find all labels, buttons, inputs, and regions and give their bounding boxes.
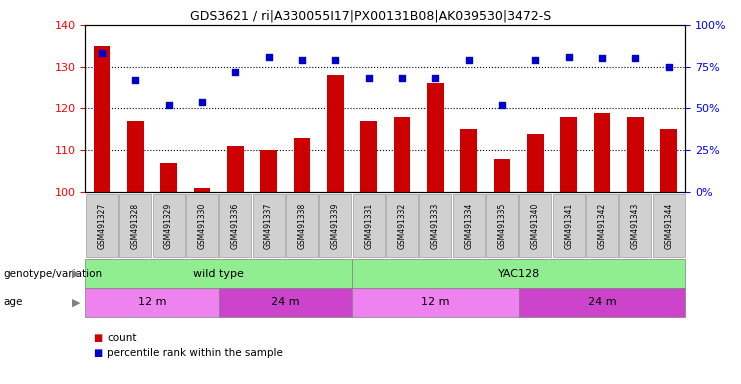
Text: ▶: ▶ bbox=[72, 268, 81, 279]
Point bbox=[663, 64, 675, 70]
Text: 12 m: 12 m bbox=[421, 297, 450, 308]
Bar bbox=[594, 113, 611, 192]
Point bbox=[529, 57, 541, 63]
Point bbox=[96, 50, 108, 56]
Text: ■: ■ bbox=[93, 348, 102, 358]
Text: GSM491333: GSM491333 bbox=[431, 202, 440, 249]
Text: GSM491342: GSM491342 bbox=[597, 202, 607, 249]
Bar bbox=[660, 129, 677, 192]
Point bbox=[130, 77, 142, 83]
Text: wild type: wild type bbox=[193, 268, 244, 279]
Point bbox=[496, 102, 508, 108]
Bar bbox=[293, 138, 310, 192]
Text: GSM491341: GSM491341 bbox=[564, 202, 574, 249]
Bar bbox=[327, 75, 344, 192]
Text: count: count bbox=[107, 333, 137, 343]
Text: GSM491344: GSM491344 bbox=[664, 202, 674, 249]
Text: GSM491343: GSM491343 bbox=[631, 202, 640, 249]
Text: genotype/variation: genotype/variation bbox=[4, 268, 103, 279]
Bar bbox=[193, 188, 210, 192]
Point bbox=[229, 69, 241, 75]
Text: GSM491327: GSM491327 bbox=[97, 202, 107, 249]
Bar bbox=[93, 46, 110, 192]
Bar bbox=[627, 117, 644, 192]
Text: GSM491336: GSM491336 bbox=[230, 202, 240, 249]
Bar bbox=[460, 129, 477, 192]
Bar bbox=[494, 159, 511, 192]
Text: 24 m: 24 m bbox=[588, 297, 617, 308]
Text: GSM491337: GSM491337 bbox=[264, 202, 273, 249]
Point bbox=[563, 54, 575, 60]
Point bbox=[162, 102, 175, 108]
Bar bbox=[227, 146, 244, 192]
Text: GSM491338: GSM491338 bbox=[297, 202, 307, 249]
Text: GSM491330: GSM491330 bbox=[197, 202, 207, 249]
Text: 24 m: 24 m bbox=[271, 297, 299, 308]
Point bbox=[296, 57, 308, 63]
Point bbox=[362, 75, 374, 81]
Point bbox=[329, 57, 341, 63]
Point bbox=[630, 55, 642, 61]
Bar bbox=[260, 150, 277, 192]
Bar bbox=[393, 117, 411, 192]
Text: GSM491334: GSM491334 bbox=[464, 202, 473, 249]
Point bbox=[429, 75, 441, 81]
Text: age: age bbox=[4, 297, 23, 308]
Point bbox=[262, 54, 274, 60]
Point bbox=[196, 99, 207, 105]
Bar bbox=[127, 121, 144, 192]
Bar bbox=[427, 83, 444, 192]
Text: GSM491328: GSM491328 bbox=[130, 202, 140, 249]
Text: GSM491332: GSM491332 bbox=[397, 202, 407, 249]
Text: GDS3621 / ri|A330055I17|PX00131B08|AK039530|3472-S: GDS3621 / ri|A330055I17|PX00131B08|AK039… bbox=[190, 10, 551, 23]
Text: GSM491329: GSM491329 bbox=[164, 202, 173, 249]
Text: GSM491340: GSM491340 bbox=[531, 202, 540, 249]
Bar bbox=[560, 117, 577, 192]
Point bbox=[462, 57, 474, 63]
Bar bbox=[160, 163, 177, 192]
Text: GSM491339: GSM491339 bbox=[330, 202, 340, 249]
Text: GSM491335: GSM491335 bbox=[497, 202, 507, 249]
Text: percentile rank within the sample: percentile rank within the sample bbox=[107, 348, 283, 358]
Text: GSM491331: GSM491331 bbox=[364, 202, 373, 249]
Bar bbox=[360, 121, 377, 192]
Point bbox=[596, 55, 608, 61]
Point bbox=[396, 75, 408, 81]
Text: ▶: ▶ bbox=[72, 297, 81, 308]
Text: YAC128: YAC128 bbox=[497, 268, 540, 279]
Bar bbox=[527, 134, 544, 192]
Text: 12 m: 12 m bbox=[138, 297, 166, 308]
Text: ■: ■ bbox=[93, 333, 102, 343]
